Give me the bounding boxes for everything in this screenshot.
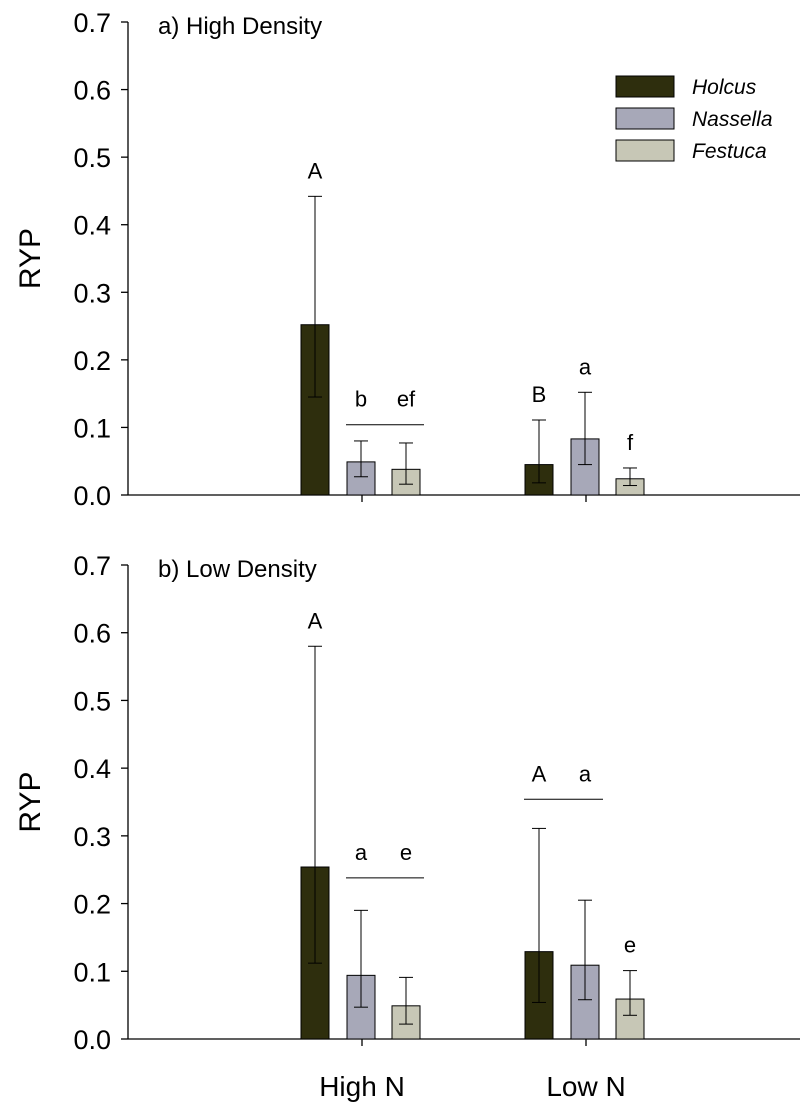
- significance-label: A: [532, 761, 547, 786]
- significance-label: e: [624, 933, 636, 958]
- significance-label: B: [532, 382, 547, 407]
- x-category-label: Low N: [546, 1071, 625, 1102]
- legend: Holcus Nassella Festuca: [615, 75, 773, 163]
- significance-label: ef: [397, 387, 416, 412]
- y-tick-label: 0.3: [73, 822, 111, 852]
- y-tick-label: 0.5: [73, 686, 111, 716]
- legend-swatch-festuca: [615, 139, 675, 162]
- y-axis-label: RYP: [14, 771, 47, 832]
- legend-label-nassella: Nassella: [692, 108, 773, 131]
- y-tick-label: 0.1: [73, 413, 111, 443]
- y-tick-label: 0.7: [73, 551, 111, 581]
- y-axis-label: RYP: [14, 228, 47, 289]
- y-tick-label: 0.0: [73, 1025, 111, 1055]
- y-tick-label: 0.6: [73, 619, 111, 649]
- y-tick-label: 0.3: [73, 278, 111, 308]
- legend-label-festuca: Festuca: [692, 140, 767, 163]
- panel-a: 0.0 0.1 0.2 0.3 0.4 0.5 0.6 0.7 RYP a) High Densi…: [14, 8, 800, 511]
- y-tick-label: 0.5: [73, 143, 111, 173]
- significance-label: a: [355, 840, 368, 865]
- legend-label-holcus: Holcus: [692, 76, 757, 99]
- y-tick-label: 0.4: [73, 754, 111, 784]
- y-tick-label: 0.4: [73, 211, 111, 241]
- y-tick-label: 0.0: [73, 481, 111, 511]
- panel-title: b) Low Density: [158, 556, 317, 583]
- significance-label: a: [579, 354, 592, 379]
- panel-b: 0.0 0.1 0.2 0.3 0.4 0.5 0.6 0.7 RYP b) Low Densit…: [14, 551, 800, 1055]
- y-tick-label: 0.7: [73, 8, 111, 38]
- legend-swatch-nassella: [615, 107, 675, 130]
- significance-label: e: [400, 840, 412, 865]
- y-tick-label: 0.2: [73, 346, 111, 376]
- y-tick-label: 0.2: [73, 890, 111, 920]
- x-category-label: High N: [319, 1071, 405, 1102]
- legend-swatch-holcus: [615, 75, 675, 98]
- y-tick-label: 0.6: [73, 76, 111, 106]
- significance-label: a: [579, 761, 592, 786]
- significance-label: f: [627, 430, 634, 455]
- y-tick-label: 0.1: [73, 957, 111, 987]
- significance-label: A: [308, 608, 323, 633]
- significance-label: A: [308, 158, 323, 183]
- panel-title: a) High Density: [158, 13, 322, 40]
- significance-label: b: [355, 387, 367, 412]
